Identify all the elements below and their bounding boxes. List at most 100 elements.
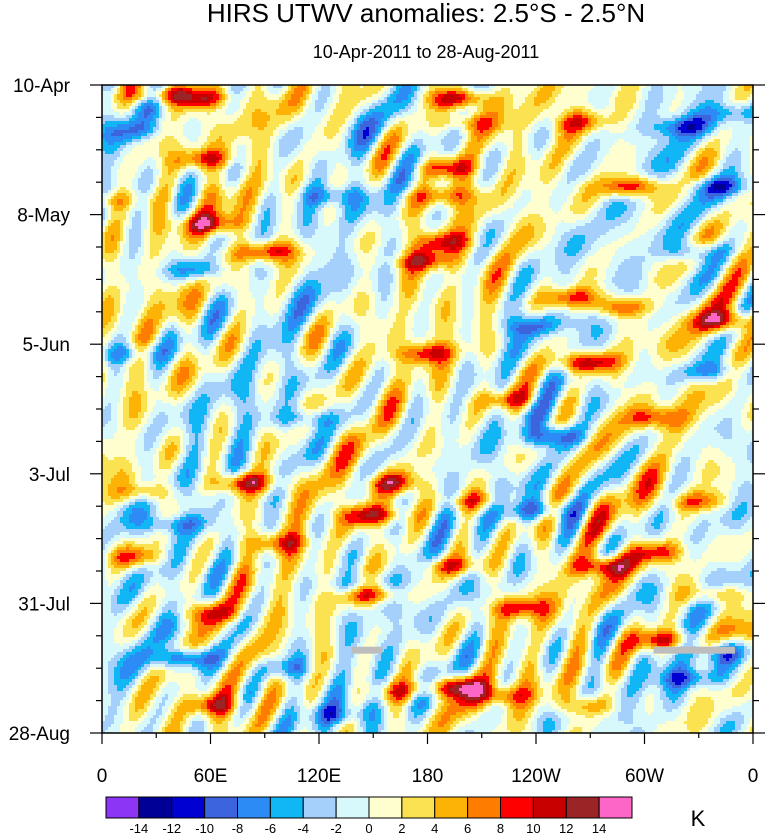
heatmap-cell (711, 130, 715, 134)
heatmap-cell (564, 127, 583, 131)
heatmap-cell (228, 178, 238, 182)
heatmap-cell (156, 163, 163, 167)
heatmap-cell (708, 190, 727, 194)
heatmap-cell (120, 166, 139, 170)
heatmap-cell (657, 178, 670, 182)
heatmap-cell (246, 103, 280, 107)
heatmap-cell (600, 172, 628, 176)
heatmap-cell (111, 181, 118, 185)
heatmap-cell (636, 166, 643, 170)
heatmap-cell (372, 151, 376, 155)
heatmap-cell (477, 157, 481, 161)
heatmap-cell (357, 118, 364, 122)
heatmap-cell (252, 172, 262, 176)
heatmap-cell (522, 142, 529, 146)
heatmap-cell (141, 133, 148, 137)
heatmap-cell (405, 184, 409, 188)
heatmap-cell (726, 184, 733, 188)
heatmap-cell (222, 85, 229, 89)
heatmap-cell (468, 121, 475, 125)
heatmap-cell (417, 190, 430, 194)
heatmap-cell (366, 181, 382, 185)
heatmap-cell (513, 145, 523, 149)
heatmap-cell (678, 196, 685, 200)
heatmap-cell (144, 88, 148, 92)
heatmap-cell (195, 181, 199, 185)
heatmap-cell (513, 100, 526, 104)
heatmap-cell (201, 172, 205, 176)
heatmap-cell (690, 175, 700, 179)
heatmap-cell (201, 199, 205, 203)
heatmap-cell (153, 190, 157, 194)
heatmap-cell (105, 202, 109, 206)
heatmap-cell (735, 190, 739, 194)
heatmap-cell (276, 139, 280, 143)
heatmap-cell (450, 112, 460, 116)
heatmap-cell (219, 151, 226, 155)
heatmap-cell (600, 142, 616, 146)
heatmap-cell (195, 196, 199, 200)
heatmap-cell (102, 157, 118, 161)
heatmap-cell (504, 112, 541, 116)
heatmap-cell (390, 157, 394, 161)
heatmap-cell (546, 100, 556, 104)
heatmap-cell (492, 118, 499, 122)
heatmap-cell (384, 148, 391, 152)
heatmap-cell (222, 202, 238, 206)
heatmap-cell (399, 160, 403, 164)
heatmap-cell (192, 196, 196, 200)
heatmap-cell (525, 166, 541, 170)
heatmap-cell (216, 184, 223, 188)
heatmap-cell (150, 184, 157, 188)
heatmap-cell (189, 196, 193, 200)
heatmap-cell (714, 181, 730, 185)
heatmap-cell (216, 139, 223, 143)
heatmap-cell (444, 202, 451, 206)
heatmap-cell (369, 175, 376, 179)
heatmap-cell (156, 118, 160, 122)
heatmap-cell (720, 175, 736, 179)
heatmap-cell (405, 136, 412, 140)
heatmap-cell (291, 151, 301, 155)
heatmap-cell (720, 169, 724, 173)
heatmap-cell (267, 148, 274, 152)
heatmap-cell (297, 205, 304, 209)
heatmap-cell (687, 115, 694, 119)
heatmap-cell (555, 100, 589, 104)
heatmap-cell (207, 166, 217, 170)
heatmap-cell (147, 130, 154, 134)
heatmap-cell (162, 127, 184, 131)
heatmap-cell (402, 154, 409, 158)
heatmap-cell (123, 148, 133, 152)
heatmap-cell (603, 160, 637, 164)
heatmap-cell (216, 109, 226, 113)
heatmap-cell (510, 196, 520, 200)
heatmap-cell (588, 142, 601, 146)
heatmap-cell (735, 166, 742, 170)
heatmap-cell (411, 85, 418, 89)
heatmap-cell (564, 136, 574, 140)
heatmap-cell (234, 163, 241, 167)
heatmap-cell (345, 139, 349, 143)
heatmap-cell (477, 121, 493, 125)
heatmap-cell (711, 172, 718, 176)
heatmap-cell (252, 196, 256, 200)
heatmap-cell (576, 151, 583, 155)
heatmap-cell (366, 160, 370, 164)
heatmap-cell (282, 100, 289, 104)
heatmap-cell (522, 154, 532, 158)
heatmap-cell (120, 100, 133, 104)
heatmap-cell (231, 163, 235, 167)
heatmap-cell (252, 118, 271, 122)
heatmap-cell (591, 196, 601, 200)
heatmap-cell (411, 196, 418, 200)
heatmap-cell (342, 193, 349, 197)
heatmap-cell (195, 154, 202, 158)
heatmap-cell (414, 187, 418, 191)
heatmap-cell (513, 133, 523, 137)
heatmap-cell (702, 187, 706, 191)
heatmap-cell (513, 130, 523, 134)
heatmap-cell (153, 133, 160, 137)
heatmap-cell (198, 196, 202, 200)
heatmap-cell (306, 187, 313, 191)
